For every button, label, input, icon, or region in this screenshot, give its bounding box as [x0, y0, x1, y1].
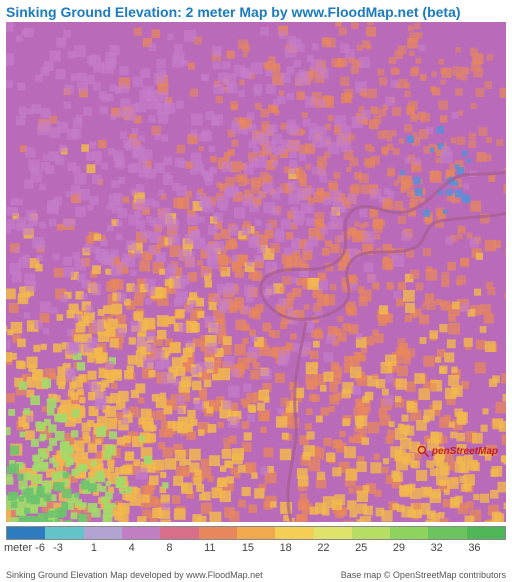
legend-tick: 22 — [317, 542, 355, 554]
legend-swatch — [45, 527, 83, 539]
elevation-map: penStreetMap — [6, 22, 506, 522]
legend-tick: 11 — [204, 542, 242, 554]
legend-tick: 32 — [431, 542, 469, 554]
map-attribution: penStreetMap — [416, 444, 498, 458]
attribution-text: penStreetMap — [432, 446, 498, 457]
legend-tick: meter -6 — [4, 542, 53, 554]
legend-labels: meter -6-31481115182225293236 — [6, 542, 506, 554]
footer-left: Sinking Ground Elevation Map developed b… — [6, 570, 263, 580]
legend-swatch — [428, 527, 466, 539]
legend-swatch — [122, 527, 160, 539]
legend-tick: 15 — [242, 542, 280, 554]
legend-swatch — [314, 527, 352, 539]
legend-tick: 1 — [91, 542, 129, 554]
page-title: Sinking Ground Elevation: 2 meter Map by… — [0, 0, 512, 22]
legend-swatch — [390, 527, 428, 539]
legend-tick: 18 — [280, 542, 318, 554]
legend-tick: -3 — [53, 542, 91, 554]
legend-tick: 29 — [393, 542, 431, 554]
legend-swatch — [237, 527, 275, 539]
page-root: Sinking Ground Elevation: 2 meter Map by… — [0, 0, 512, 582]
legend-swatch — [199, 527, 237, 539]
legend-swatch — [352, 527, 390, 539]
footer: Sinking Ground Elevation Map developed b… — [6, 570, 506, 580]
legend-tick: 8 — [166, 542, 204, 554]
legend-swatch — [84, 527, 122, 539]
legend-swatch — [275, 527, 313, 539]
legend: meter -6-31481115182225293236 — [6, 526, 506, 568]
legend-swatch — [7, 527, 45, 539]
legend-swatch — [467, 527, 505, 539]
magnifier-icon — [416, 444, 430, 458]
footer-right: Base map © OpenStreetMap contributors — [341, 570, 506, 580]
legend-swatch — [160, 527, 198, 539]
legend-tick: 4 — [129, 542, 167, 554]
legend-tick: 25 — [355, 542, 393, 554]
legend-colorbar — [6, 526, 506, 540]
legend-tick: 36 — [468, 542, 506, 554]
